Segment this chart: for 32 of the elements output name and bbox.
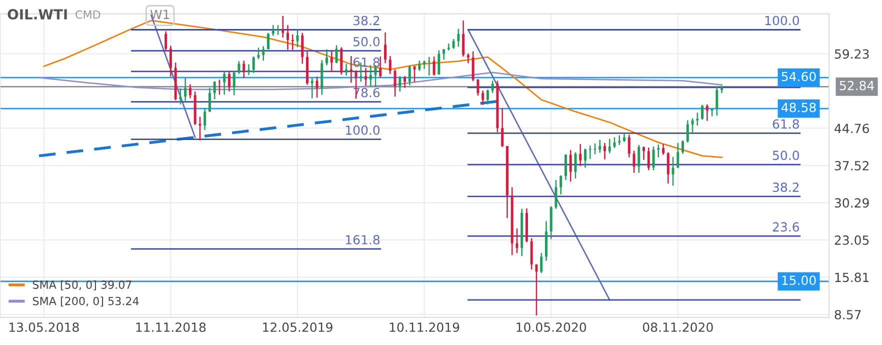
annotation: 38.2 bbox=[772, 182, 799, 192]
annotation: 23.6 bbox=[772, 222, 800, 232]
y-tick-label: 59.23 bbox=[834, 49, 869, 59]
y-tick-label: 37.52 bbox=[834, 160, 868, 170]
ref-line-label: 48.58 bbox=[781, 102, 816, 112]
y-tick-label: 8.57 bbox=[834, 310, 861, 320]
ref-line-label: 52.84 bbox=[840, 80, 874, 90]
y-tick-label: 23.05 bbox=[834, 235, 869, 245]
x-tick-label: 11.11.2018 bbox=[136, 322, 206, 332]
annotation: 50.0 bbox=[354, 36, 380, 46]
x-tick-label: 12.05.2019 bbox=[263, 322, 332, 332]
annotation: W1 bbox=[150, 10, 170, 19]
y-tick-label: 30.29 bbox=[834, 198, 869, 208]
chart-subtitle: CMD bbox=[76, 10, 100, 19]
ref-line-label: 54.60 bbox=[782, 72, 816, 82]
annotation: 61.8 bbox=[772, 119, 799, 129]
x-tick-label: 10.11.2019 bbox=[390, 322, 460, 332]
y-tick-label: 44.76 bbox=[834, 124, 869, 134]
y-tick-label: 15.81 bbox=[835, 272, 869, 282]
chart-title: OIL.WTI bbox=[8, 9, 67, 20]
x-tick-label: 10.05.2020 bbox=[516, 322, 586, 332]
annotation: 100.0 bbox=[346, 125, 380, 135]
ref-line-label: 15.00 bbox=[782, 276, 816, 286]
annotation: 100.0 bbox=[765, 16, 799, 26]
annotation: 161.8 bbox=[346, 235, 380, 244]
legend-label: SMA [200, 0] 53.24 bbox=[32, 296, 139, 307]
legend-label: SMA [50, 0] 39.07 bbox=[32, 280, 132, 290]
annotation: 61.8 bbox=[353, 57, 380, 67]
x-tick-label: 13.05.2018 bbox=[9, 322, 79, 332]
annotation: 50.0 bbox=[772, 150, 799, 160]
x-tick-label: 08.11.2020 bbox=[642, 322, 713, 332]
annotation: 38.2 bbox=[354, 16, 380, 26]
